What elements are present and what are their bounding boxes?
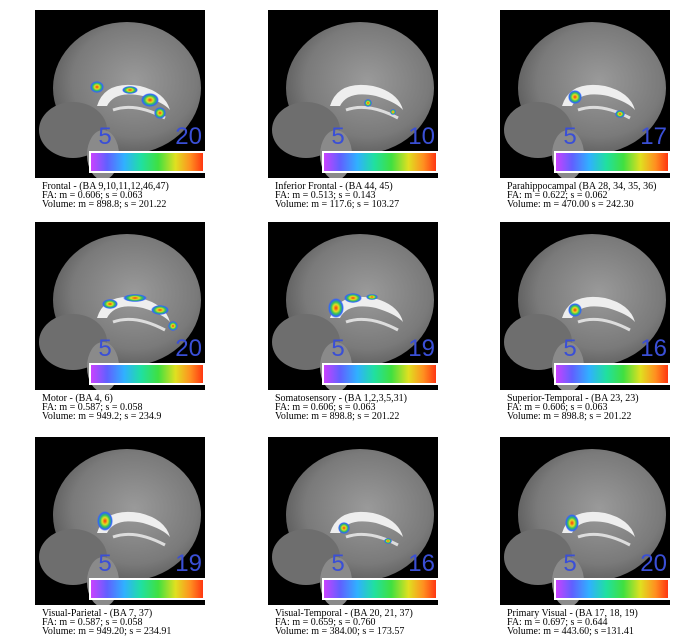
activation [384, 538, 392, 544]
colorbar-max: 19 [175, 550, 202, 577]
panel: 5 10 Inferior Frontal - (BA 44, 45)FA: m =… [268, 10, 440, 209]
activation [366, 294, 378, 300]
brain-image: 5 10 [268, 10, 438, 178]
caption: Frontal - (BA 9,10,11,12,46,47)FA: m = 0… [42, 182, 207, 209]
caption-line: Volume: m = 898.8; s = 201.22 [275, 412, 440, 421]
activation [141, 93, 159, 107]
panel: 5 20 Motor - (BA 4, 6)FA: m = 0.587; s = 0… [35, 222, 207, 421]
colorbar-min: 5 [331, 550, 344, 577]
caption: Parahippocampal (BA 28, 34, 35, 36)FA: m… [507, 182, 672, 209]
activation [123, 294, 147, 302]
colorbar-max: 16 [408, 550, 435, 577]
colorbar-max: 20 [640, 550, 667, 577]
panel: 5 20 Primary Visual - (BA 17, 18, 19)FA: m… [500, 437, 672, 636]
caption: Visual-Parietal - (BA 7, 37)FA: m = 0.58… [42, 609, 207, 636]
activation [390, 109, 396, 115]
activation [615, 110, 625, 118]
panel: 5 17 Parahippocampal (BA 28, 34, 35, 36)FA… [500, 10, 672, 209]
panel: 5 16 Superior-Temporal - (BA 23, 23)FA: m … [500, 222, 672, 421]
brain-image: 5 19 [35, 437, 205, 605]
activation [102, 299, 118, 309]
panel: 5 20 Frontal - (BA 9,10,11,12,46,47)FA: m … [35, 10, 207, 209]
activation [328, 298, 344, 318]
caption-line: Volume: m = 117.6; s = 103.27 [275, 200, 440, 209]
caption: Visual-Temporal - (BA 20, 21, 37)FA: m =… [275, 609, 440, 636]
caption: Superior-Temporal - (BA 23, 23)FA: m = 0… [507, 394, 672, 421]
brain-image: 5 17 [500, 10, 670, 178]
activation [97, 511, 113, 531]
colorbar-min: 5 [331, 335, 344, 362]
brain-image: 5 20 [35, 10, 205, 178]
panel: 5 16 Visual-Temporal - (BA 20, 21, 37)FA: … [268, 437, 440, 636]
colorbar [323, 152, 437, 172]
activation [338, 522, 350, 534]
caption: Primary Visual - (BA 17, 18, 19)FA: m = … [507, 609, 672, 636]
colorbar-min: 5 [331, 123, 344, 150]
colorbar [90, 364, 204, 384]
activation [568, 90, 582, 104]
caption: Motor - (BA 4, 6)FA: m = 0.587; s = 0.05… [42, 394, 207, 421]
colorbar-max: 19 [408, 335, 435, 362]
activation [565, 514, 579, 532]
activation [344, 293, 362, 303]
activation [122, 86, 138, 94]
brain-image: 5 20 [500, 437, 670, 605]
colorbar-max: 16 [640, 335, 667, 362]
brain-image: 5 19 [268, 222, 438, 390]
colorbar-max: 20 [175, 123, 202, 150]
colorbar-min: 5 [563, 123, 576, 150]
colorbar-min: 5 [563, 550, 576, 577]
caption-line: Volume: m = 898.8; s = 201.22 [507, 412, 672, 421]
caption-line: Volume: m = 384.00; s = 173.57 [275, 627, 440, 636]
colorbar [555, 579, 669, 599]
brain-image: 5 16 [268, 437, 438, 605]
brain-image: 5 16 [500, 222, 670, 390]
caption-line: Volume: m = 898.8; s = 201.22 [42, 200, 207, 209]
colorbar-min: 5 [563, 335, 576, 362]
colorbar-min: 5 [98, 123, 111, 150]
colorbar-max: 10 [408, 123, 435, 150]
panel: 5 19 Somatosensory - (BA 1,2,3,5,31)FA: m … [268, 222, 440, 421]
colorbar-max: 20 [175, 335, 202, 362]
activation [151, 305, 169, 315]
colorbar [323, 364, 437, 384]
caption: Inferior Frontal - (BA 44, 45)FA: m = 0.… [275, 182, 440, 209]
colorbar [90, 152, 204, 172]
figure: {"panels": [ {"min_label": "5", "max_lab… [0, 0, 676, 637]
caption-line: Volume: m = 949.20; s = 234.91 [42, 627, 207, 636]
caption-line: Volume: m = 470.00 s = 242.30 [507, 200, 672, 209]
caption-line: Volume: m = 949.2; s = 234.9 [42, 412, 207, 421]
colorbar [90, 579, 204, 599]
colorbar [323, 579, 437, 599]
activation [154, 107, 166, 119]
colorbar-min: 5 [98, 550, 111, 577]
caption: Somatosensory - (BA 1,2,3,5,31)FA: m = 0… [275, 394, 440, 421]
activation [90, 81, 104, 93]
brain-image: 5 20 [35, 222, 205, 390]
panel: 5 19 Visual-Parietal - (BA 7, 37)FA: m = 0… [35, 437, 207, 636]
activation [364, 99, 372, 107]
colorbar-min: 5 [98, 335, 111, 362]
colorbar-max: 17 [640, 123, 667, 150]
activation [568, 303, 582, 317]
caption-line: Volume: m = 443.60; s =131.41 [507, 627, 672, 636]
colorbar [555, 364, 669, 384]
colorbar [555, 152, 669, 172]
activation [168, 321, 178, 331]
